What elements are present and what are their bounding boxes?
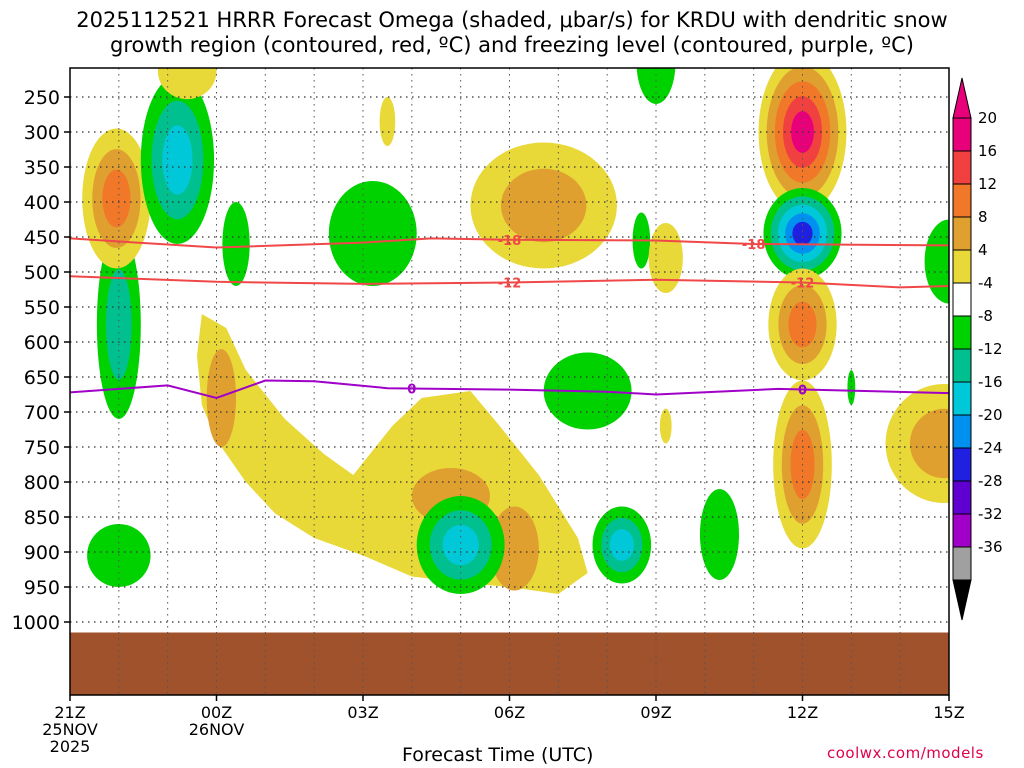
contour-line-1 (70, 275, 949, 289)
colorbar-label-0: 20 (978, 109, 997, 127)
colorbar-label-3: 8 (978, 208, 988, 226)
contour-label-0-0: -18 (498, 234, 522, 249)
x-tick-label-12-0: 09Z (640, 703, 671, 722)
y-tick-label-450: 450 (24, 227, 60, 249)
colorbar-label-6: -8 (978, 307, 993, 325)
ground-terrain (70, 632, 949, 695)
y-tick-label-650: 650 (24, 367, 60, 389)
colorbar-label-1: 16 (978, 142, 997, 160)
y-tick-label-950: 950 (24, 577, 60, 599)
omega-blob-21-level-neg4 (924, 219, 949, 304)
contour-label-1-1: -12 (791, 277, 815, 292)
colorbar-label-12: -32 (978, 505, 1003, 523)
colorbar-label-9: -20 (978, 406, 1003, 424)
omega-blob-1-level-neg8 (106, 269, 132, 380)
omega-blob-3-level-neg12 (162, 125, 193, 195)
y-tick-label-400: 400 (24, 192, 60, 214)
y-tick-label-550: 550 (24, 297, 60, 319)
x-axis-title: Forecast Time (UTC) (402, 744, 594, 766)
contour-line-2 (70, 379, 949, 400)
colorbar-segment-0 (952, 117, 972, 152)
omega-blob-11-level-4 (648, 223, 683, 293)
y-tick-label-900: 900 (24, 542, 60, 564)
contour-label-0-1: -18 (742, 238, 766, 253)
omega-blob-18-level-12 (788, 301, 817, 348)
colorbar-bottom-cap (952, 579, 972, 621)
x-tick-label-3-1: 26NOV (189, 720, 245, 739)
contour-lines: -18 -18 -12 -12 0 0 (70, 234, 949, 400)
x-tick-label-6-0: 03Z (347, 703, 378, 722)
credit-link[interactable]: coolwx.com/models (827, 744, 984, 762)
omega-blob-26-level-neg12 (442, 524, 479, 566)
x-tick-label-0-1: 25NOV (42, 720, 98, 739)
colorbar-segment-9 (952, 414, 972, 449)
omega-shading (70, 68, 949, 695)
omega-blob-14-level-neg12 (609, 529, 634, 561)
y-tick-label-300: 300 (24, 122, 60, 144)
colorbar-segment-12 (952, 513, 972, 548)
colorbar: 20 16 12 8 4 -4 -8 -12 -16 -20 -24 -28 -32 -36 (952, 77, 1003, 621)
colorbar-segment-5 (952, 282, 972, 317)
y-tick-label-750: 750 (24, 437, 60, 459)
contour-label-2-0: 0 (407, 382, 416, 397)
colorbar-segment-2 (952, 183, 972, 218)
y-tick-label-850: 850 (24, 507, 60, 529)
colorbar-label-11: -28 (978, 472, 1003, 490)
colorbar-segment-8 (952, 381, 972, 416)
x-tick-label-15-0: 12Z (787, 703, 818, 722)
omega-blob-13-level-neg4 (636, 68, 676, 104)
colorbar-top-cap (952, 77, 972, 119)
chart-title-line2: growth region (contoured, red, ºC) and f… (110, 33, 914, 57)
colorbar-segment-13 (952, 546, 972, 581)
colorbar-label-7: -12 (978, 340, 1003, 358)
colorbar-segment-10 (952, 447, 972, 482)
x-tick-label-0-2: 2025 (50, 737, 91, 756)
x-tick-label-3-0: 00Z (201, 703, 232, 722)
colorbar-label-4: 4 (978, 241, 988, 259)
omega-blob-2-level-12 (102, 169, 131, 228)
colorbar-segment-7 (952, 348, 972, 383)
contour-line-0 (70, 237, 949, 249)
x-tick-label-18-0: 15Z (933, 703, 964, 722)
x-tick-label-9-0: 06Z (494, 703, 525, 722)
y-tick-label-1000: 1000 (12, 612, 60, 634)
omega-blob-8-level-8 (500, 168, 587, 243)
omega-blob-23-level-8 (489, 506, 539, 591)
omega-blob-25-level-8 (206, 349, 237, 447)
colorbar-label-10: -24 (978, 439, 1003, 457)
omega-blob-22-level-8 (909, 408, 949, 479)
omega-blob-6-level-4 (379, 97, 396, 146)
omega-blob-15-level-neg4 (699, 489, 740, 580)
y-tick-label-800: 800 (24, 472, 60, 494)
colorbar-label-2: 12 (978, 175, 997, 193)
colorbar-label-5: -4 (978, 274, 993, 292)
axes: 250 300 350 400 450 500 550 600 650 700 750 800 850 9… (12, 87, 965, 756)
colorbar-label-8: -16 (978, 373, 1003, 391)
omega-blob-5-level-neg4 (222, 202, 250, 286)
colorbar-segment-1 (952, 150, 972, 185)
x-tick-label-0-0: 21Z (54, 703, 85, 722)
colorbar-segment-3 (952, 216, 972, 251)
y-tick-label-600: 600 (24, 332, 60, 354)
contour-label-1-0: -12 (498, 277, 522, 292)
omega-blob-12-level-4 (659, 408, 672, 444)
contour-label-2-1: 0 (798, 384, 807, 399)
colorbar-segment-11 (952, 480, 972, 515)
omega-blob-4-level-4 (157, 68, 217, 100)
omega-blob-7-level-neg4 (328, 181, 417, 286)
y-tick-label-250: 250 (24, 87, 60, 109)
chart-title-line1: 2025112521 HRRR Forecast Omega (shaded, … (76, 8, 948, 32)
y-tick-label-700: 700 (24, 402, 60, 424)
y-tick-label-350: 350 (24, 157, 60, 179)
colorbar-label-13: -36 (978, 538, 1003, 556)
colorbar-segment-6 (952, 315, 972, 350)
omega-blob-17-level-neg20 (792, 221, 813, 246)
y-tick-label-500: 500 (24, 262, 60, 284)
colorbar-segment-4 (952, 249, 972, 284)
